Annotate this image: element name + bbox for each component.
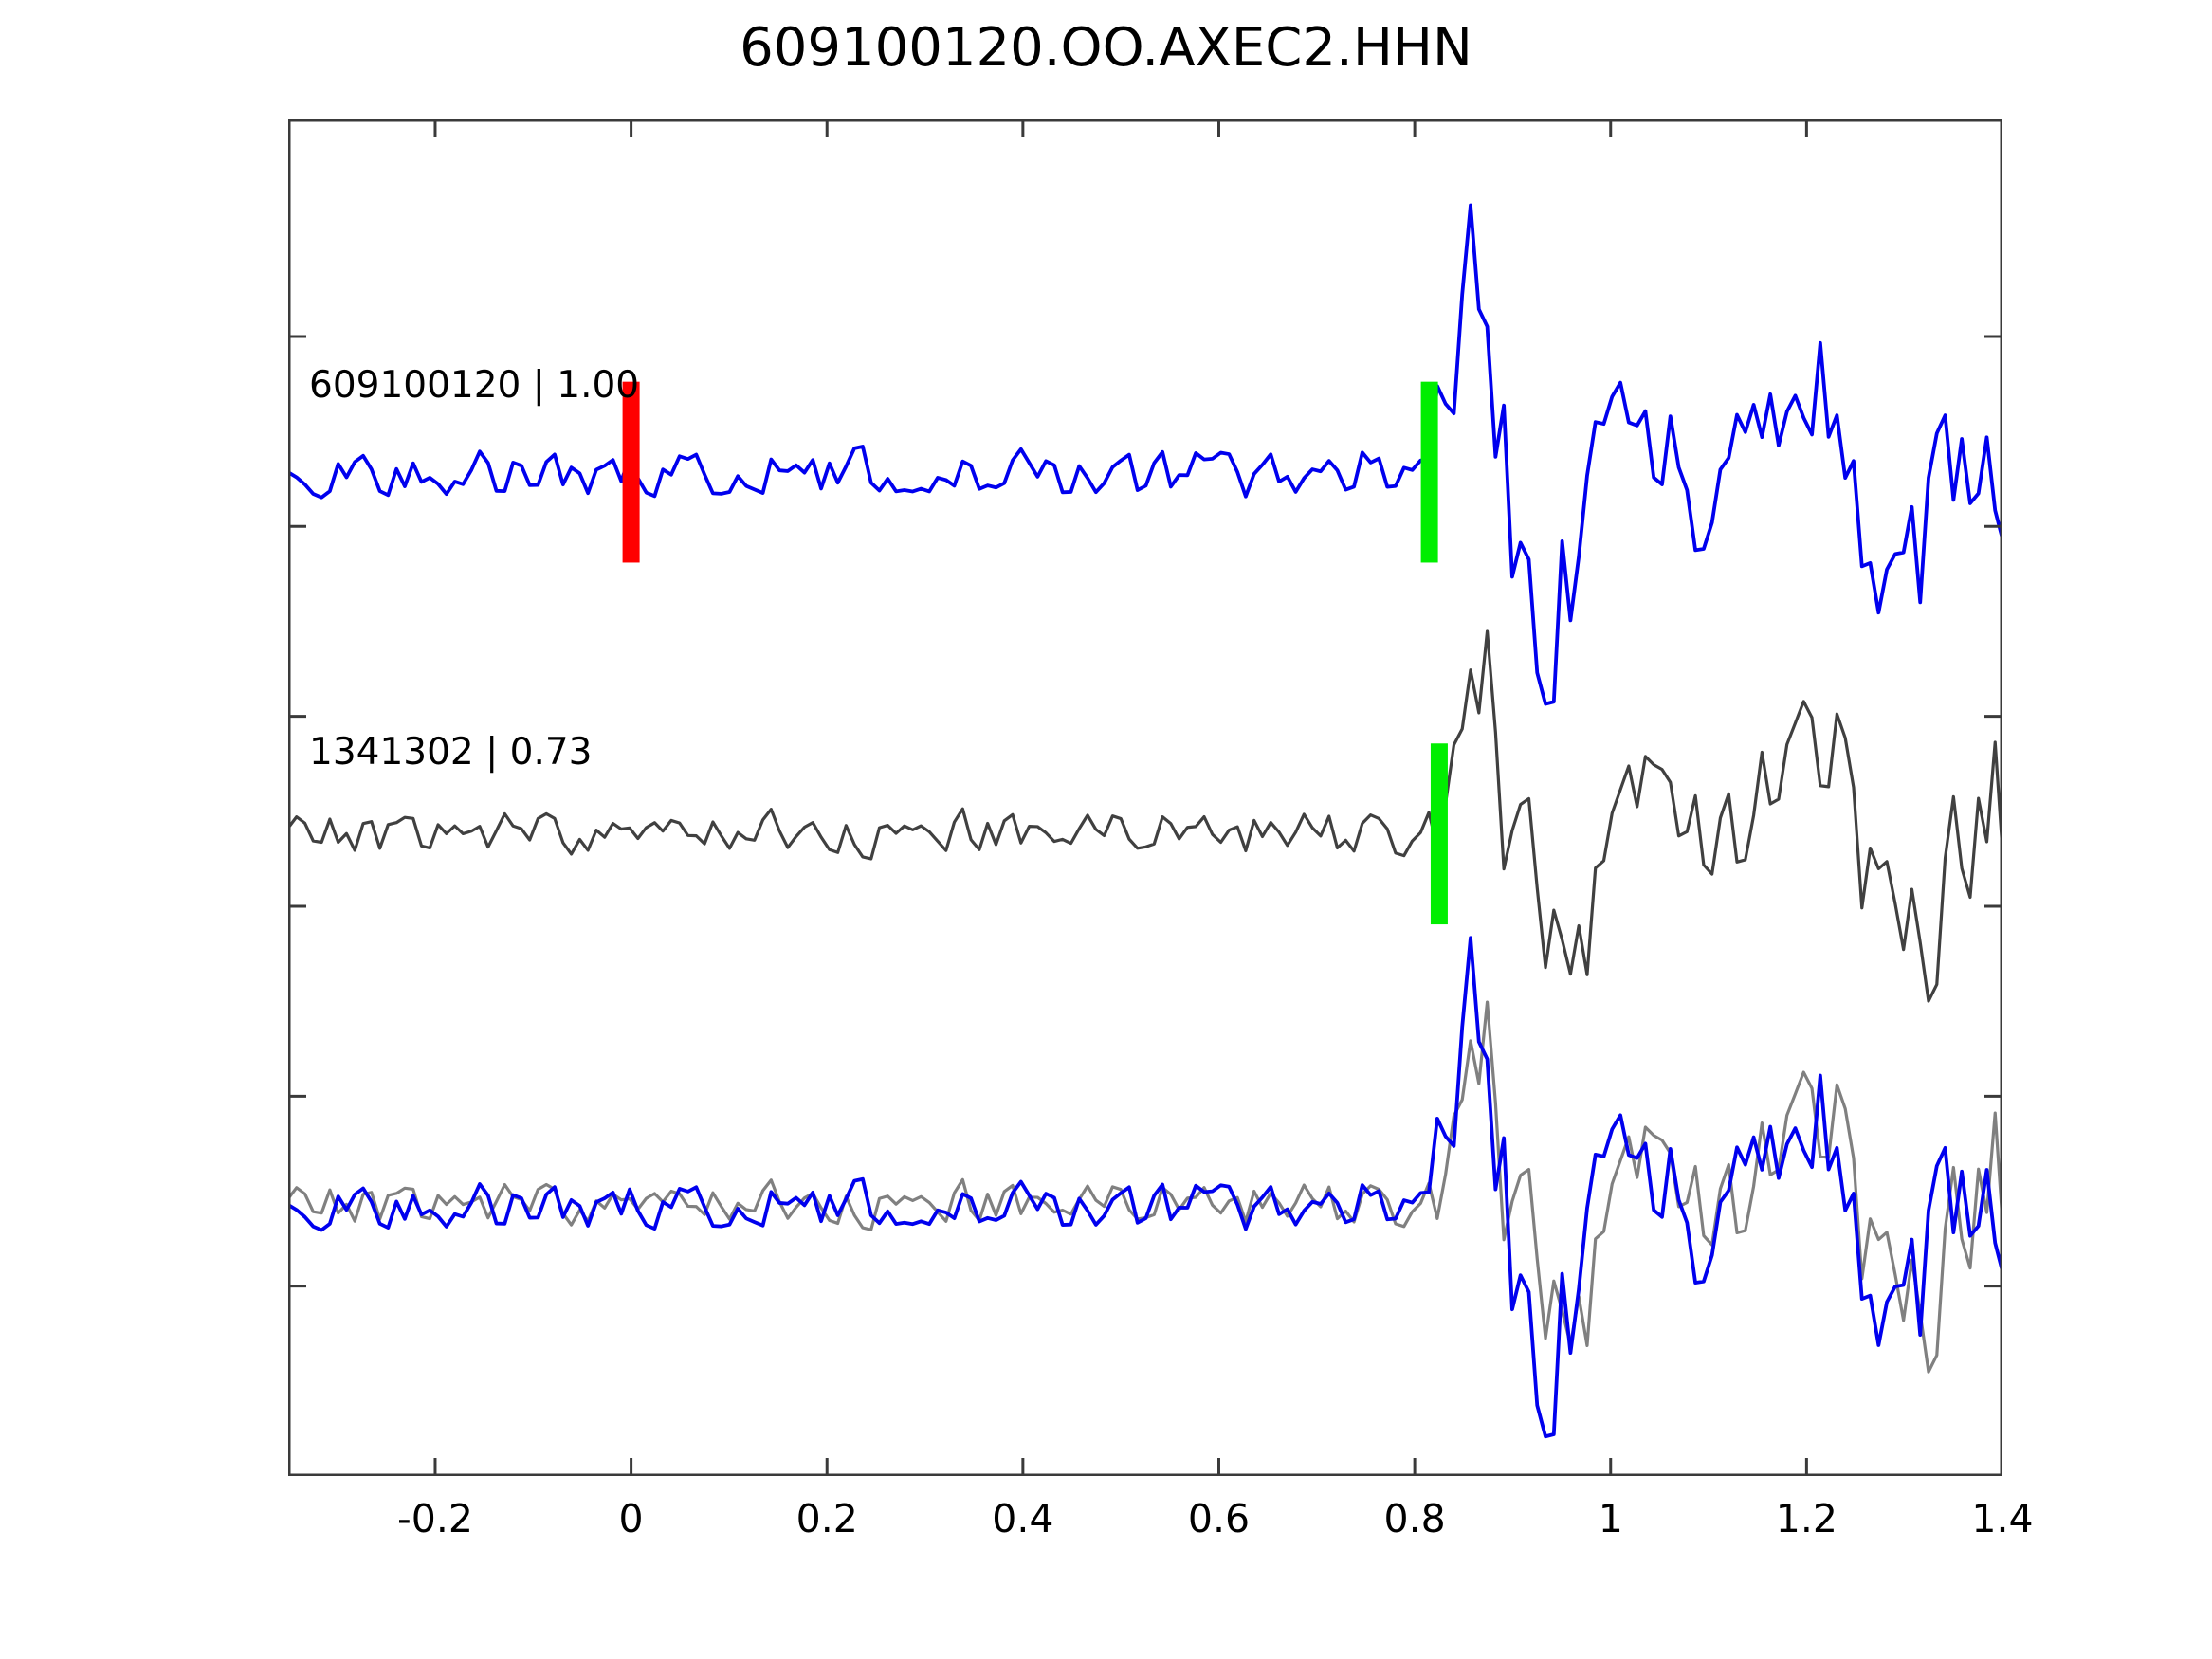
overlay-trace-609100120	[288, 936, 2002, 1439]
x-axis-tick-label: 0.4	[992, 1496, 1054, 1541]
trace-label-2: 1341302 | 0.73	[309, 731, 593, 774]
x-axis-tick-label: 1.2	[1775, 1496, 1837, 1541]
trace-609100120	[288, 203, 2002, 706]
x-axis-tick-label: 0.6	[1187, 1496, 1251, 1541]
trace-label-1: 609100120 | 1.00	[309, 364, 640, 407]
x-axis-tick-label: 0.8	[1383, 1496, 1446, 1541]
x-axis-tick-label: 1.4	[1971, 1496, 2034, 1541]
origin-marker	[622, 381, 640, 563]
x-axis-tick-label: 0.2	[795, 1496, 858, 1541]
x-axis-tick-label: 1	[1598, 1496, 1623, 1541]
overlay-trace-1341302	[288, 1000, 2002, 1374]
waveform-canvas	[288, 119, 2002, 1476]
pick-marker-trace-1	[1420, 381, 1438, 563]
trace-1341302	[288, 629, 2002, 1003]
plot-area: 609100120 | 1.00 1341302 | 0.73	[288, 119, 2002, 1476]
page-title: 609100120.OO.AXEC2.HHN	[740, 17, 1472, 79]
x-axis-tick-label: -0.2	[396, 1496, 473, 1541]
pick-marker-trace-2	[1430, 743, 1448, 925]
plot-border	[288, 119, 2002, 1476]
x-axis-tick-label: 0	[618, 1496, 644, 1541]
